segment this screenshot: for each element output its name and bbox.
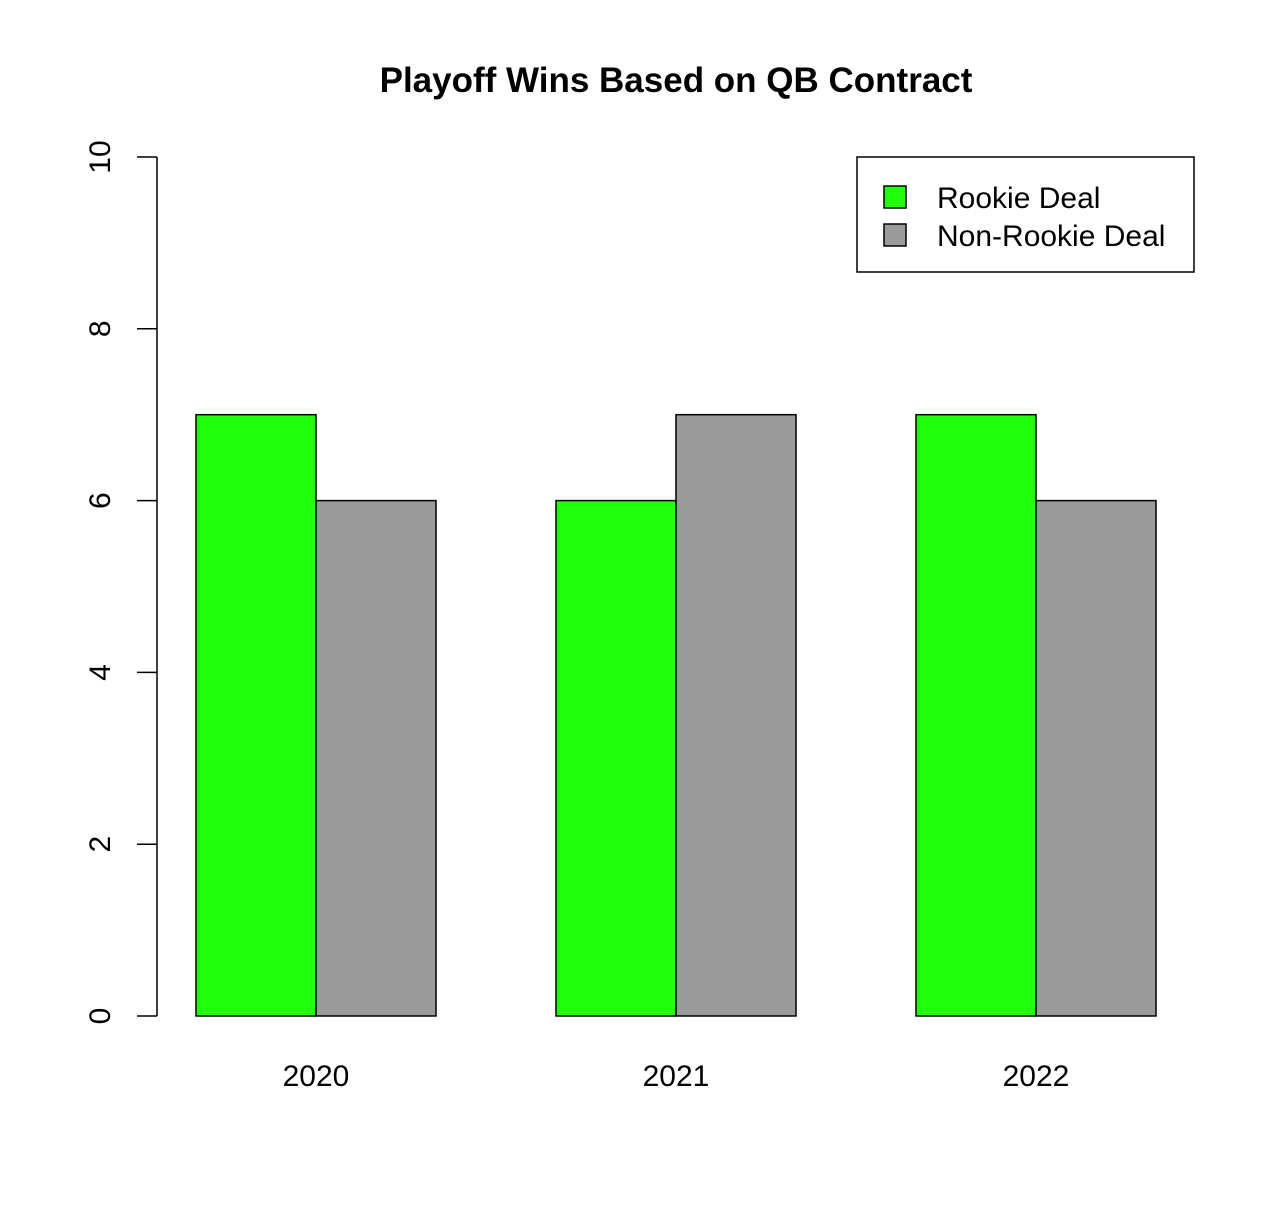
- y-tick-label: 6: [84, 492, 117, 509]
- bar-2021-rookie-deal: [555, 499, 677, 1017]
- y-tick-label: 4: [84, 664, 117, 681]
- x-tick-label: 2021: [643, 1060, 710, 1093]
- bar-2022-rookie-deal: [915, 413, 1037, 1017]
- y-axis: 0 2 4 6 8 10: [84, 140, 158, 1025]
- y-tick-label: 0: [84, 1008, 117, 1025]
- legend-box: [856, 156, 1195, 273]
- legend-swatch: [883, 223, 907, 247]
- bars: [195, 413, 1157, 1017]
- legend-label: Rookie Deal: [937, 182, 1100, 215]
- legend-label: Non-Rookie Deal: [937, 220, 1165, 253]
- bar-2021-non-rookie-deal: [675, 413, 797, 1017]
- y-tick-label: 2: [84, 836, 117, 853]
- bar-2020-non-rookie-deal: [315, 499, 437, 1017]
- y-tick-label: 10: [84, 140, 117, 173]
- bar-2022-non-rookie-deal: [1035, 499, 1157, 1017]
- x-axis-labels: 2020 2021 2022: [283, 1060, 1070, 1093]
- bar-2020-rookie-deal: [195, 413, 317, 1017]
- legend: Rookie Deal Non-Rookie Deal: [856, 156, 1195, 273]
- x-tick-label: 2022: [1003, 1060, 1070, 1093]
- y-tick-label: 8: [84, 320, 117, 337]
- chart-title: Playoff Wins Based on QB Contract: [380, 61, 973, 100]
- legend-swatch: [883, 185, 907, 209]
- x-tick-label: 2020: [283, 1060, 350, 1093]
